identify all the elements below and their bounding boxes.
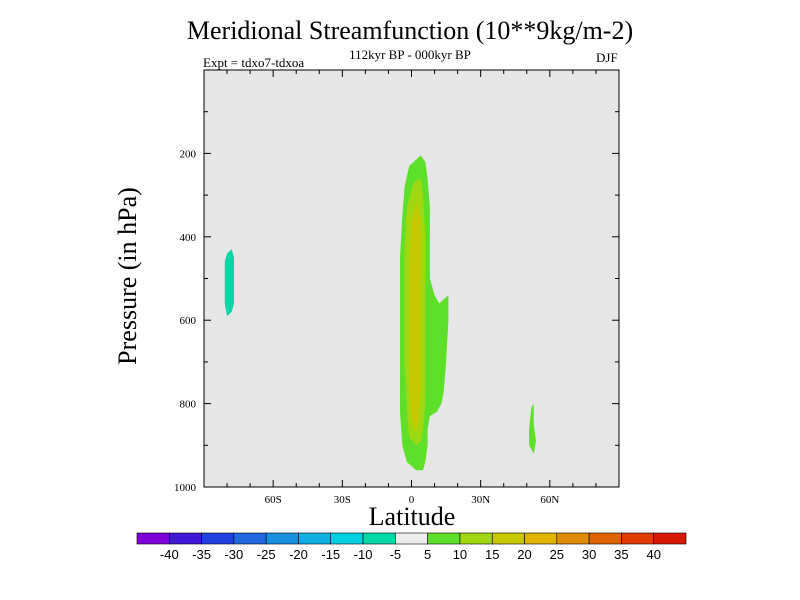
y-tick-label: 800 — [180, 399, 197, 411]
x-tick-label: 60S — [265, 494, 282, 506]
colorbar-label: 30 — [582, 547, 596, 562]
chart-title: Meridional Streamfunction (10**9kg/m-2) — [186, 16, 634, 45]
colorbar-swatch — [298, 532, 332, 545]
chart-subtitle: 112kyr BP - 000kyr BP — [349, 47, 471, 62]
y-tick-label: 600 — [180, 315, 197, 327]
colorbar-swatch — [168, 532, 202, 545]
colorbar-label: -10 — [354, 547, 373, 562]
colorbar-label: 5 — [424, 547, 431, 562]
colorbar-swatch — [427, 532, 461, 545]
colorbar-swatch — [621, 532, 655, 545]
colorbar-label: 15 — [485, 547, 499, 562]
colorbar-label: -30 — [224, 547, 243, 562]
colorbar-label: -20 — [289, 547, 308, 562]
experiment-label: Expt = tdxo7-tdxoa — [203, 55, 305, 70]
colorbar-label: 35 — [614, 547, 628, 562]
colorbar-label: -40 — [160, 547, 179, 562]
colorbar-swatch — [201, 532, 235, 545]
x-axis-label: Latitude — [368, 502, 456, 531]
colorbar-label: 25 — [550, 547, 564, 562]
colorbar-swatch — [265, 532, 299, 545]
contour-region-4 — [529, 403, 536, 454]
colorbar-swatch — [362, 532, 396, 545]
colorbar-swatch — [330, 532, 364, 545]
x-tick-label: 0 — [409, 494, 415, 506]
colorbar-swatch — [653, 532, 687, 545]
contour-region-2 — [409, 203, 421, 433]
colorbar-label: 40 — [646, 547, 660, 562]
colorbar-label: 10 — [453, 547, 467, 562]
x-tick-label: 30S — [334, 494, 351, 506]
colorbar-swatch — [395, 532, 428, 545]
colorbar-swatch — [459, 532, 493, 545]
x-tick-label: 30N — [471, 494, 490, 506]
colorbar-swatch — [491, 532, 525, 545]
x-tick-label: 60N — [540, 494, 559, 506]
season-label: DJF — [596, 50, 618, 65]
colorbar-swatch — [588, 532, 622, 545]
y-tick-label: 200 — [180, 148, 197, 160]
colorbar-swatch — [556, 532, 590, 545]
colorbar-label: -35 — [192, 547, 211, 562]
y-tick-label: 400 — [180, 232, 197, 244]
colorbar-label: -15 — [321, 547, 340, 562]
colorbar-swatch — [233, 532, 267, 545]
y-tick-label: 1000 — [174, 482, 197, 494]
colorbar-label: 20 — [517, 547, 531, 562]
colorbar-label: -5 — [390, 547, 402, 562]
colorbar-swatch — [524, 532, 558, 545]
contour-region-3 — [224, 249, 234, 316]
colorbar-swatch — [136, 532, 170, 545]
colorbar-label: -25 — [257, 547, 276, 562]
